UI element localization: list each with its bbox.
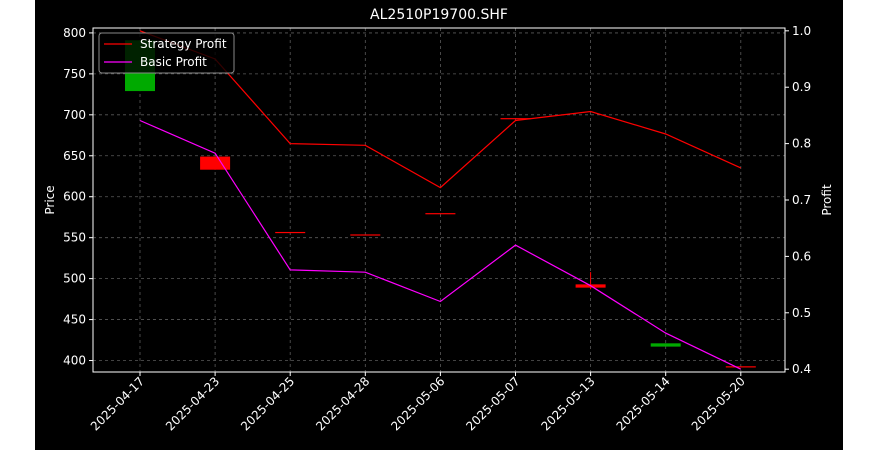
y-tick-label: 750	[63, 67, 86, 81]
candle-body	[425, 213, 456, 215]
candle-body	[650, 343, 681, 347]
x-tick-label: 2025-05-13	[539, 374, 598, 433]
y-tick-label: 550	[63, 231, 86, 245]
series-line	[139, 30, 742, 189]
y-tick-label: 400	[63, 354, 86, 368]
x-tick-label: 2025-05-14	[614, 374, 673, 433]
figure-background	[35, 0, 843, 450]
plot-frame	[92, 27, 786, 373]
y2-tick-label: 0.8	[792, 137, 811, 151]
y-axis-label: Price	[43, 185, 57, 214]
y2-axis-label: Profit	[820, 184, 834, 216]
x-tick-label: 2025-04-28	[313, 374, 372, 433]
y-tick-label: 600	[63, 190, 86, 204]
x-tick-label: 2025-05-07	[463, 374, 522, 433]
y2-tick-label: 1.0	[792, 24, 811, 38]
chart-title: AL2510P19700.SHF	[370, 7, 508, 23]
y-axis-left: 400 450 500 550 600 650 700 750 800	[63, 26, 93, 368]
legend-box	[98, 32, 235, 74]
candle-body	[350, 234, 381, 236]
series-line	[139, 119, 742, 370]
y2-tick-label: 0.7	[792, 193, 811, 207]
candle-body	[275, 231, 306, 234]
y-axis-right: 0.4 0.5 0.6 0.7 0.8 0.9 1.0	[785, 24, 811, 376]
legend-label: Strategy Profit	[140, 37, 227, 51]
y2-tick-label: 0.9	[792, 80, 811, 94]
x-tick-label: 2025-05-20	[689, 374, 748, 433]
y-tick-label: 700	[63, 108, 86, 122]
y2-tick-label: 0.5	[792, 306, 811, 320]
x-tick-label: 2025-04-25	[238, 374, 297, 433]
y2-tick-label: 0.4	[792, 362, 811, 376]
candle-body	[500, 118, 531, 120]
y-tick-label: 500	[63, 272, 86, 286]
x-tick-label: 2025-04-17	[88, 374, 147, 433]
x-tick-label: 2025-04-23	[163, 374, 222, 433]
x-tick-label: 2025-05-06	[388, 374, 447, 433]
y-tick-label: 800	[63, 26, 86, 40]
profit-lines	[139, 30, 742, 370]
candle-body	[725, 366, 756, 368]
y-tick-label: 650	[63, 149, 86, 163]
x-axis: 2025-04-17 2025-04-23 2025-04-25 2025-04-28…	[88, 372, 748, 433]
y2-tick-label: 0.6	[792, 249, 811, 263]
legend-label: Basic Profit	[140, 55, 207, 69]
y-tick-label: 450	[63, 313, 86, 327]
legend: Strategy Profit Basic Profit	[98, 32, 235, 74]
grid	[93, 28, 785, 372]
candle-body	[200, 156, 231, 170]
